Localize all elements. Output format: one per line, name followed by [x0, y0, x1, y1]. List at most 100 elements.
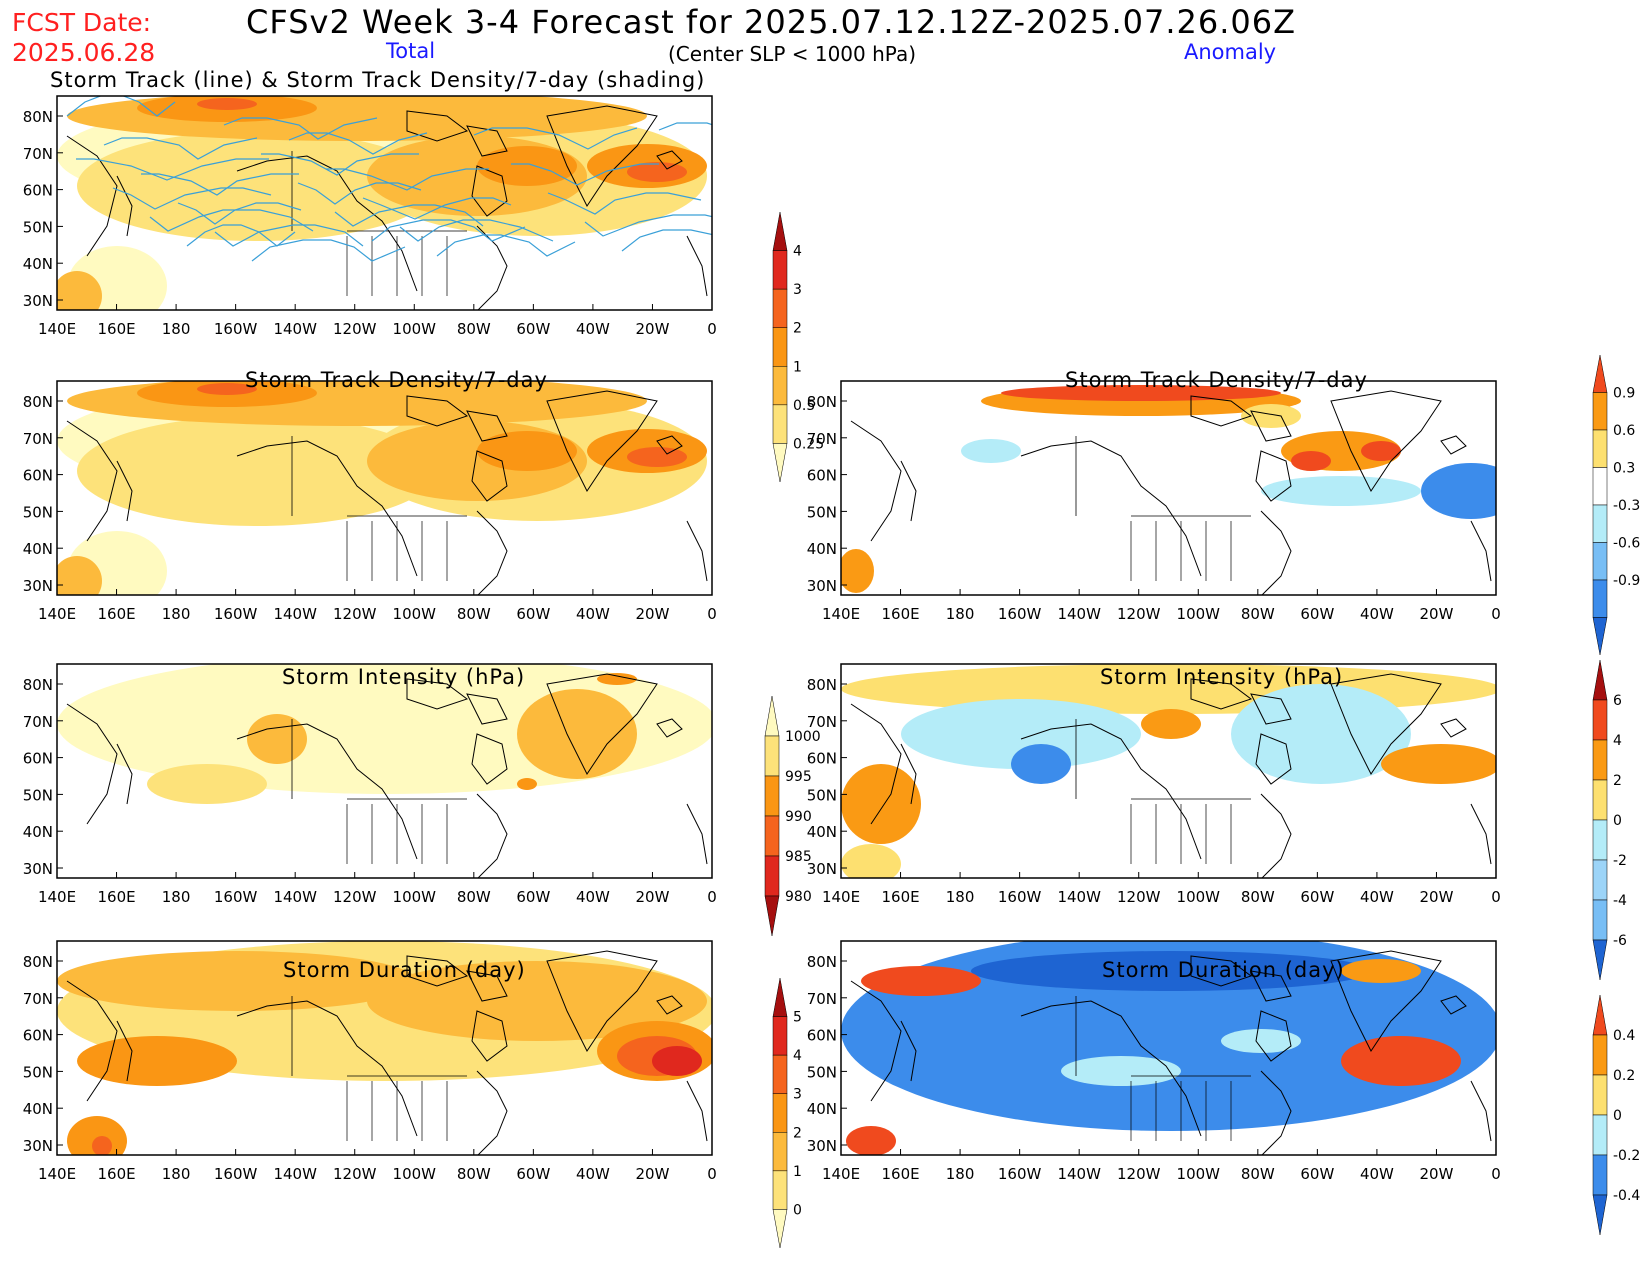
lon-label: 140E	[38, 605, 76, 623]
coastline	[1255, 733, 1292, 785]
lat-label: 50N	[807, 786, 837, 804]
colorbar-label: 2	[793, 321, 802, 337]
coastline	[1190, 678, 1253, 710]
shading-region	[1261, 476, 1421, 506]
lon-label: 0	[707, 888, 717, 906]
colorbar-end	[1592, 1194, 1608, 1236]
coastline	[236, 440, 418, 577]
colorbar-segment	[1592, 779, 1608, 821]
coastline	[476, 793, 508, 878]
coastline	[466, 970, 508, 1002]
colorbar-label: -0.4	[1613, 1188, 1640, 1204]
shading-region	[1421, 463, 1496, 519]
coastline	[900, 743, 917, 805]
lon-label: 60W	[516, 605, 550, 623]
coastline	[471, 165, 508, 217]
lat-label: 50N	[23, 1063, 53, 1081]
lat-label: 60N	[23, 1027, 53, 1045]
lat-label: 80N	[23, 108, 53, 126]
total-column-label: Total	[386, 39, 436, 63]
storm-track	[103, 137, 258, 160]
coastline	[1250, 410, 1292, 442]
shading-region	[1011, 744, 1071, 784]
colorbar-label: 4	[793, 244, 802, 260]
storm-track	[214, 224, 364, 247]
lon-label: 20W	[635, 320, 669, 338]
lon-label: 60W	[516, 320, 550, 338]
lon-label: 140W	[1057, 605, 1101, 623]
lat-label: 50N	[807, 1063, 837, 1081]
lon-label: 140W	[273, 320, 317, 338]
colorbar-intensity-total: 1000 995 990 985 980	[764, 695, 821, 937]
lon-label: 180	[162, 1165, 191, 1183]
map-frame	[56, 940, 713, 1156]
lat-label: 30N	[807, 577, 837, 595]
colorbar-segment	[1592, 392, 1608, 431]
lon-label: 20W	[1419, 605, 1453, 623]
shading-region	[901, 699, 1141, 769]
lon-label: 120W	[1117, 888, 1161, 906]
storm-track	[362, 197, 512, 220]
colorbar-density-anom: 0.9 0.6 0.3 -0.3 -0.6 -0.9	[1592, 354, 1640, 656]
lon-label: 80W	[1241, 1165, 1275, 1183]
lat-label: 80N	[807, 953, 837, 971]
storm-track	[473, 127, 638, 150]
colorbar-label: 1	[793, 359, 802, 375]
storm-track	[112, 187, 272, 210]
lon-label: 140E	[822, 1165, 860, 1183]
lon-label: 40W	[1360, 605, 1394, 623]
lon-label: 180	[946, 1165, 975, 1183]
storm-track	[223, 117, 378, 140]
coastline	[1260, 1070, 1292, 1155]
colorbar-segment	[1592, 819, 1608, 861]
colorbar-segment	[772, 1170, 788, 1210]
coastline	[1330, 390, 1442, 492]
lon-label: 160E	[97, 320, 135, 338]
colorbar-end	[772, 443, 788, 483]
lon-label: 160E	[881, 605, 919, 623]
lon-label: 100W	[393, 1165, 437, 1183]
colorbar-end	[1592, 659, 1608, 701]
shading-region	[971, 951, 1371, 991]
colorbar-label: 0	[1613, 1108, 1622, 1124]
colorbar-label: 0.25	[793, 436, 824, 452]
colorbar-end	[764, 695, 780, 737]
colorbar-segment	[1592, 859, 1608, 901]
coastline	[406, 955, 469, 987]
lon-label: 100W	[1177, 605, 1221, 623]
lon-label: 20W	[1419, 1165, 1453, 1183]
coastline	[1020, 723, 1202, 860]
storm-track	[436, 234, 576, 257]
lon-label: 0	[1491, 605, 1501, 623]
colorbar-label: 3	[793, 1087, 802, 1103]
lat-label: 30N	[807, 860, 837, 878]
shading-region	[1231, 684, 1411, 784]
lon-label: 120W	[1117, 605, 1161, 623]
shading-region	[1141, 709, 1201, 739]
storm-track	[334, 204, 484, 227]
coastline	[406, 678, 469, 710]
fcst-date-label: FCST Date:	[12, 8, 152, 37]
colorbar-duration-anom: 0.4 0.2 0 -0.2 -0.4	[1592, 994, 1640, 1236]
map-panel-intensity-anom: 80N 70N 60N 50N 40N 30N 140E 160E 180 160W 140W 120…	[807, 663, 1501, 906]
colorbar-end	[1592, 939, 1608, 981]
shading-region	[1001, 385, 1281, 401]
coastline	[236, 723, 418, 860]
coastline	[466, 410, 508, 442]
colorbar-end	[772, 1209, 788, 1249]
lon-label: 0	[1491, 888, 1501, 906]
lat-label: 70N	[23, 145, 53, 163]
panel-title-intensity-anom: Storm Intensity (hPa)	[1100, 665, 1344, 689]
coastline	[406, 110, 469, 142]
lat-label: 30N	[23, 577, 53, 595]
lat-label: 40N	[807, 540, 837, 558]
map-frame	[56, 380, 713, 596]
shading-region	[1221, 1029, 1301, 1053]
colorbar-segment	[1592, 1034, 1608, 1076]
shading-region	[652, 1046, 702, 1076]
colorbar-label: 985	[785, 849, 812, 865]
shading-region	[77, 1036, 237, 1086]
lon-label: 180	[946, 888, 975, 906]
coastline	[850, 980, 902, 1102]
lon-label: 120W	[333, 1165, 377, 1183]
